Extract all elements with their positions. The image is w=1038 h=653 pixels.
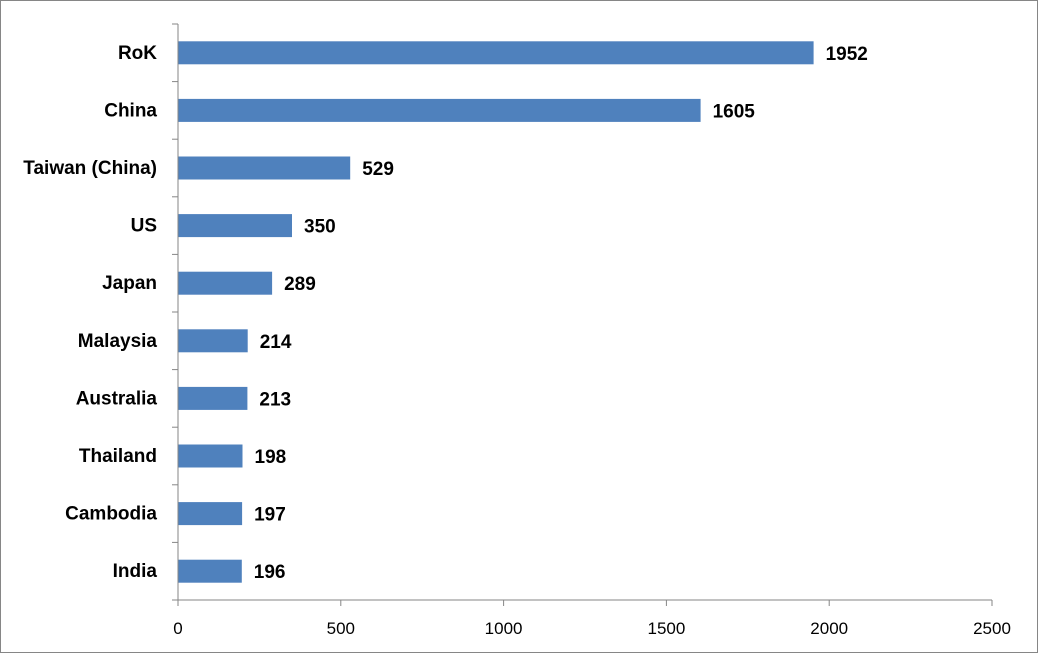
data-label: 529 [362, 159, 394, 180]
x-tick-label: 500 [327, 619, 355, 638]
data-label: 197 [254, 505, 286, 526]
category-label: India [113, 561, 158, 582]
category-label: Cambodia [65, 504, 157, 525]
bar-taiwan-china [178, 156, 351, 180]
data-label: 289 [284, 274, 316, 295]
category-label: US [131, 216, 157, 237]
category-label: Japan [102, 273, 157, 294]
data-label: 214 [260, 332, 292, 353]
bar-us [178, 214, 292, 238]
data-label: 1605 [713, 101, 756, 122]
bar-thailand [178, 444, 243, 468]
x-tick-label: 2000 [810, 619, 848, 638]
data-label: 1952 [826, 44, 868, 65]
x-ticks-group: 0 500 1000 1500 2000 2500 [173, 600, 1011, 638]
bar-rok [178, 41, 814, 65]
category-label: Thailand [79, 446, 157, 467]
x-tick-label: 0 [173, 619, 182, 638]
axes-group [172, 23, 992, 601]
data-label: 196 [254, 562, 286, 583]
x-tick-label: 1000 [485, 619, 523, 638]
bar-malaysia [178, 329, 248, 353]
x-tick-label: 2500 [973, 619, 1011, 638]
bar-cambodia [178, 502, 243, 526]
data-label: 350 [304, 217, 336, 238]
category-label: Australia [76, 388, 158, 409]
data-label: 198 [255, 447, 287, 468]
bar-japan [178, 271, 273, 295]
category-label: Taiwan (China) [23, 158, 157, 179]
bar-china [178, 98, 701, 122]
category-label: Malaysia [78, 331, 158, 352]
bar-australia [178, 386, 248, 410]
x-tick-label: 1500 [647, 619, 685, 638]
category-labels-group: RoK China Taiwan (China) US Japan Malaysia Aus… [23, 43, 157, 582]
category-label: RoK [118, 43, 157, 64]
category-label: China [104, 100, 157, 121]
data-labels-group: 1952 1605 529 350 289 214 213 198 197 196 [254, 44, 868, 583]
bars-group [178, 41, 814, 583]
data-label: 213 [259, 389, 291, 410]
bar-india [178, 559, 242, 583]
